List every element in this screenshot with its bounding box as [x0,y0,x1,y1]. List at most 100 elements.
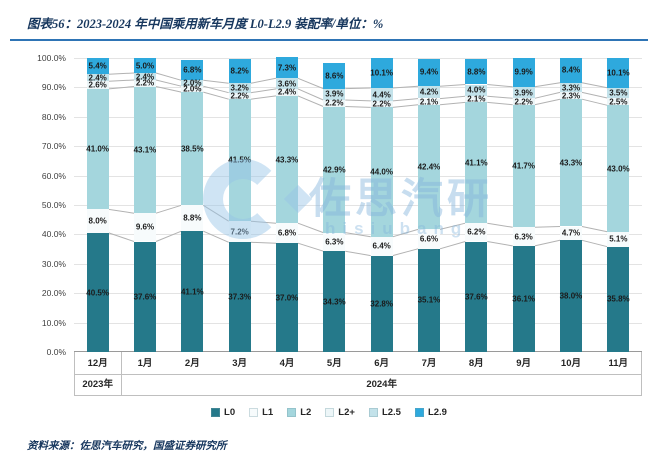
legend-item-L2+: L2+ [325,407,355,418]
bar-segment-L0 [512,245,535,352]
month-label: 4月 [279,358,295,369]
bar-segment-L2 [607,105,630,232]
y-tick-label: 40.0% [41,229,66,240]
segment-value-label: 43.1% [133,145,157,155]
segment-value-label: 2.4% [277,87,297,97]
segment-value-label: 43.0% [606,164,630,173]
segment-value-label: 41.1% [180,287,204,297]
bar-segment-L1 [181,205,204,232]
y-tick-label: 100.0% [37,53,66,63]
segment-value-label: 37.3% [228,292,251,302]
segment-value-label: 35.8% [606,294,630,304]
y-tick-label: 0.0% [46,347,66,357]
axis-separator-line [74,352,75,396]
bar-segment-L2.5 [370,88,393,101]
legend-label: L0 [224,407,236,418]
segment-value-label: 3.3% [561,83,581,92]
y-tick-label: 60.0% [41,170,66,181]
segment-value-label: 2.2% [135,78,155,88]
bar-segment-L2+ [181,86,204,93]
bar-segment-L0 [134,241,156,352]
gridline [74,175,642,177]
segment-value-label: 4.7% [561,228,581,238]
chart-title: 图表56：2023-2024 年中国乘用新车月度 L0-L2.9 装配率/单位：… [27,17,384,31]
bar-segment-L2 [370,107,393,237]
title-underline [10,39,648,41]
legend-item-L2: L2 [287,407,311,418]
bar-segment-L1 [418,229,440,249]
month-label: 7月 [421,358,437,369]
segment-value-label: 37.6% [464,292,488,302]
segment-value-label: 37.6% [133,292,157,302]
segment-value-label: 34.3% [322,297,346,307]
segment-value-label: 7.3% [277,63,297,73]
gridline [74,293,642,295]
bar-segment-L1 [370,236,393,256]
segment-value-label: 2.6% [88,80,107,90]
bar-segment-L2+ [86,81,109,89]
bar-segment-L1 [276,223,298,244]
bar-segment-L1 [560,226,582,241]
segment-value-label: 38.0% [559,291,583,301]
month-label: 8月 [468,358,484,369]
y-axis: 0.0% 10.0% 20.0% 30.0% 40.0% 50.0% 60.0% 70.0% 8… [26,53,70,357]
segment-value-label: 3.5% [609,88,628,98]
bar-segment-L1 [465,223,488,242]
segment-value-label: 2.1% [419,97,439,107]
year-row: 2023年 2024年 [74,375,642,396]
gridline [74,322,642,324]
legend-label: L2 [300,407,312,418]
bar-segment-L2+ [418,98,440,105]
segment-value-label: 6.6% [419,234,439,244]
segment-value-label: 6.8% [277,228,297,238]
bar-segment-L0 [607,246,630,352]
y-tick-label: 70.0% [41,141,66,152]
axis-separator-line [121,352,123,396]
month-label: 5月 [326,358,342,369]
bar-segment-L2+ [607,98,630,106]
month-label: 1月 [137,358,153,369]
segment-value-label: 3.9% [514,88,533,97]
bar-segment-L0 [181,231,204,352]
bar-segment-L2 [512,104,535,228]
month-label: 10月 [560,358,581,369]
legend-item-L2.9: L2.9 [414,407,447,418]
bar-segment-L2.9 [276,56,298,79]
segment-value-label: 6.3% [514,232,533,242]
month-label: 6月 [374,358,390,369]
segment-value-label: 5.0% [135,61,155,71]
chart-area: 0.0% 10.0% 20.0% 30.0% 40.0% 50.0% 60.0% 70.0% 8… [26,44,644,396]
bar-segment-L2 [276,95,298,224]
bar-segment-L0 [418,248,440,352]
segment-value-label: 4.0% [467,85,486,95]
segment-value-label: 8.8% [183,213,202,223]
month-label: 2月 [184,358,200,369]
gridline [74,116,642,118]
bar-segment-L2.9 [512,57,535,87]
segment-value-label: 8.6% [325,71,344,81]
segment-value-label: 2.1% [467,94,486,104]
bar-segment-L2.9 [418,58,440,87]
axis-separator-line [641,352,642,396]
y-tick-label: 80.0% [41,111,66,122]
segment-value-label: 9.9% [514,67,533,77]
segment-value-label: 2.0% [183,78,202,88]
segment-value-label: 5.1% [609,234,628,244]
legend-swatch [287,408,297,417]
bar-segment-L0 [560,240,582,352]
legend-swatch [414,408,424,417]
bar-segment-L0 [323,251,346,352]
bar-segment-L2+ [560,92,582,100]
legend-label: L2.9 [427,407,447,418]
year-label: 2023年 [82,379,113,390]
bar-segment-L2.9 [607,58,630,88]
legend-swatch [325,408,335,417]
y-tick-label: 30.0% [41,258,66,269]
bar-segment-L1 [228,221,251,243]
segment-value-label: 9.6% [135,222,155,232]
segment-value-label: 2.3% [561,91,581,101]
bar-segment-L2.5 [418,86,440,99]
bar-segment-L0 [465,241,488,352]
legend-swatch [211,408,221,417]
